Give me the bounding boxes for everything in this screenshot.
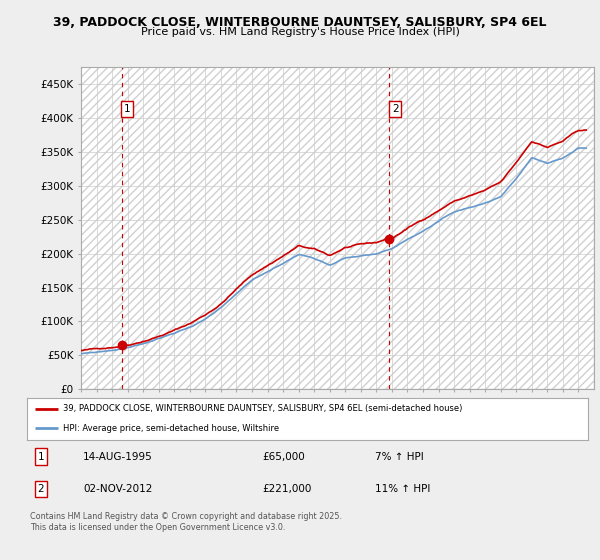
Text: £221,000: £221,000 [263,484,312,494]
Text: 11% ↑ HPI: 11% ↑ HPI [375,484,430,494]
Text: 1: 1 [38,451,44,461]
Text: 2: 2 [38,484,44,494]
Text: 02-NOV-2012: 02-NOV-2012 [83,484,152,494]
Text: Contains HM Land Registry data © Crown copyright and database right 2025.
This d: Contains HM Land Registry data © Crown c… [30,512,342,532]
Text: 1: 1 [124,104,131,114]
Text: 39, PADDOCK CLOSE, WINTERBOURNE DAUNTSEY, SALISBURY, SP4 6EL: 39, PADDOCK CLOSE, WINTERBOURNE DAUNTSEY… [53,16,547,29]
Text: 7% ↑ HPI: 7% ↑ HPI [375,451,424,461]
Text: Price paid vs. HM Land Registry's House Price Index (HPI): Price paid vs. HM Land Registry's House … [140,27,460,37]
Text: HPI: Average price, semi-detached house, Wiltshire: HPI: Average price, semi-detached house,… [64,424,280,433]
Text: 14-AUG-1995: 14-AUG-1995 [83,451,153,461]
Text: £65,000: £65,000 [263,451,305,461]
Text: 2: 2 [392,104,398,114]
Text: 39, PADDOCK CLOSE, WINTERBOURNE DAUNTSEY, SALISBURY, SP4 6EL (semi-detached hous: 39, PADDOCK CLOSE, WINTERBOURNE DAUNTSEY… [64,404,463,413]
